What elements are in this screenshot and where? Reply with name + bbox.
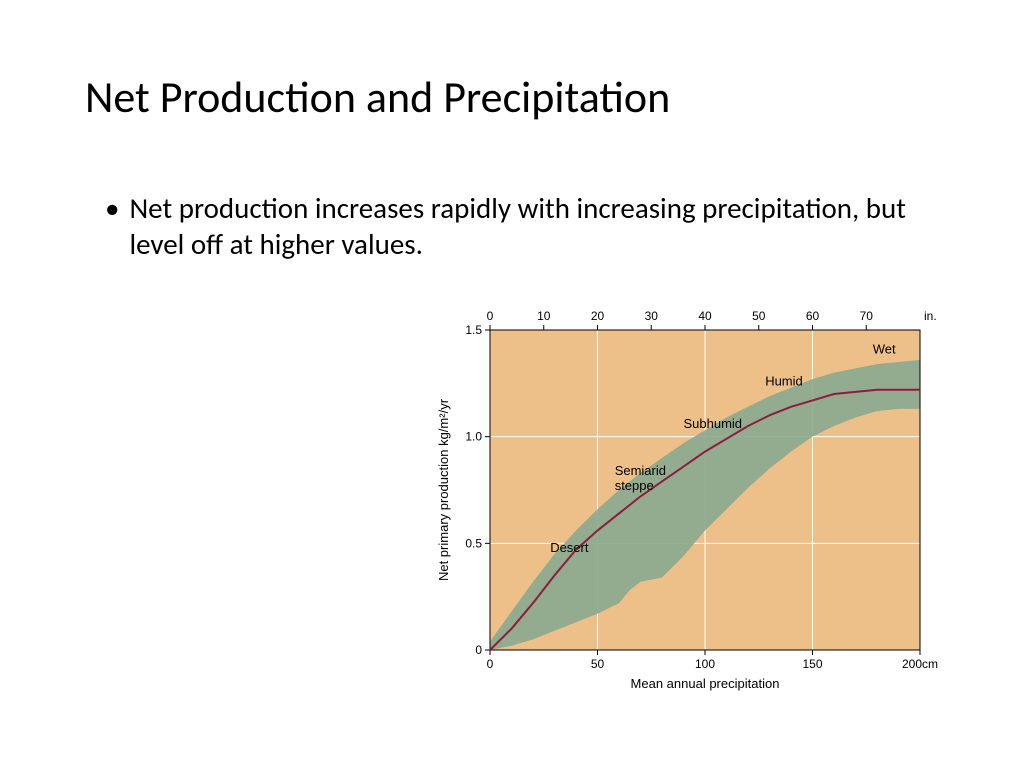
zone-label: Wet	[873, 341, 896, 356]
slide-title: Net Production and Precipitation	[85, 70, 670, 124]
chart-container: 050100150200cmMean annual precipitation0…	[420, 300, 960, 700]
x-top-tick-label: 60	[806, 309, 820, 323]
x-top-tick-label: 30	[645, 309, 659, 323]
zone-label: Subhumid	[684, 416, 743, 431]
y-tick-label: 1.5	[465, 323, 482, 337]
y-axis-label: Net primary production kg/m²/yr	[436, 398, 451, 581]
x-tick-label: 200cm	[902, 657, 938, 671]
x-top-tick-label: 0	[487, 309, 494, 323]
zone-label: Humid	[765, 373, 803, 388]
bullet-dot: •	[105, 190, 119, 263]
zone-label: Semiarid	[615, 463, 666, 478]
x-axis-label: Mean annual precipitation	[631, 676, 780, 691]
chart-svg: 050100150200cmMean annual precipitation0…	[420, 300, 960, 700]
x-tick-label: 150	[802, 657, 822, 671]
zone-label: Desert	[550, 540, 589, 555]
x-top-tick-label: 40	[698, 309, 712, 323]
slide: Net Production and Precipitation • Net p…	[0, 0, 1024, 768]
x-tick-label: 100	[695, 657, 715, 671]
x-top-tick-label: 10	[537, 309, 551, 323]
bullet-item: • Net production increases rapidly with …	[105, 190, 925, 263]
x-tick-label: 0	[487, 657, 494, 671]
x-top-unit: in.	[924, 309, 937, 323]
x-top-tick-label: 20	[591, 309, 605, 323]
zone-label: steppe	[615, 478, 654, 493]
y-tick-label: 0	[475, 643, 482, 657]
x-top-tick-label: 50	[752, 309, 766, 323]
bullet-text: Net production increases rapidly with in…	[129, 190, 925, 263]
x-top-tick-label: 70	[860, 309, 874, 323]
y-tick-label: 1.0	[465, 430, 482, 444]
x-tick-label: 50	[591, 657, 605, 671]
y-tick-label: 0.5	[465, 536, 482, 550]
